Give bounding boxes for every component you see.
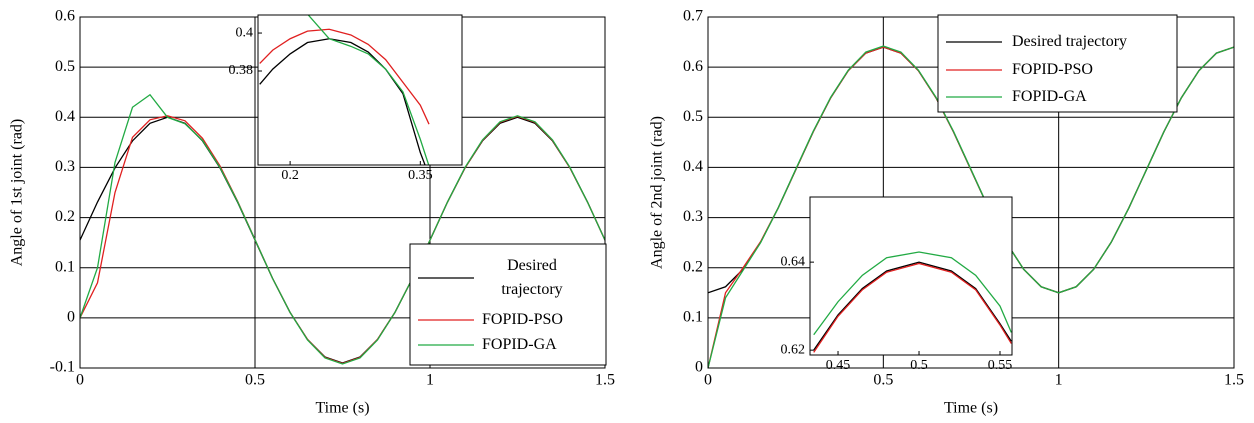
legend-label: FOPID-PSO xyxy=(1012,61,1093,78)
x-tick-label: 1.5 xyxy=(1224,372,1244,389)
plot-frame xyxy=(809,196,1013,356)
series-line xyxy=(259,38,426,165)
x-axis-label: Time (s) xyxy=(944,400,998,417)
legend-label: Desired trajectory xyxy=(501,257,563,298)
x-tick-label: 0 xyxy=(76,372,84,389)
series-line xyxy=(813,261,1012,351)
legend-entry: FOPID-PSO xyxy=(1012,61,1093,78)
x-axis-label: Time (s) xyxy=(315,400,369,417)
y-tick-label: 0.4 xyxy=(683,158,703,175)
series-line xyxy=(813,251,1012,336)
y-axis-label: Angle of 2nd joint (rad) xyxy=(649,116,666,269)
legend-label: FOPID-GA xyxy=(482,336,557,353)
y-tick-label: 0 xyxy=(695,359,703,376)
x-tick-label: 0.45 xyxy=(826,358,851,373)
y-tick-label: 0.64 xyxy=(781,254,806,269)
x-tick-label: 0.5 xyxy=(245,372,265,389)
x-tick-label: 0 xyxy=(704,372,712,389)
legend-label: Desired trajectory xyxy=(1012,33,1128,50)
y-tick-label: 0.3 xyxy=(55,158,75,175)
x-tick-label: 1 xyxy=(1055,372,1063,389)
y-tick-label: 0.3 xyxy=(683,208,703,225)
series-line xyxy=(813,262,1012,353)
legend-entry: FOPID-GA xyxy=(482,336,557,353)
legend-entry: Desired trajectory xyxy=(1012,33,1128,50)
series-line xyxy=(80,93,605,365)
plot-frame xyxy=(257,14,463,166)
x-tick-label: 0.55 xyxy=(988,358,1013,373)
y-tick-label: 0.38 xyxy=(229,63,254,78)
legend-entry: FOPID-PSO xyxy=(482,311,563,328)
y-tick-label: 0.6 xyxy=(55,8,75,25)
y-tick-label: 0.6 xyxy=(683,58,703,75)
y-tick-label: 0.4 xyxy=(236,25,254,40)
legend-box xyxy=(937,14,1178,113)
y-tick-label: 0.5 xyxy=(55,58,75,75)
y-tick-label: 0.1 xyxy=(683,309,703,326)
series-line xyxy=(307,15,430,165)
y-tick-label: 0.62 xyxy=(781,342,806,357)
y-axis-label: Angle of 1st joint (rad) xyxy=(9,119,26,267)
x-tick-label: 0.5 xyxy=(910,358,928,373)
y-tick-label: 0.2 xyxy=(55,208,75,225)
x-tick-label: 0.5 xyxy=(873,372,893,389)
y-tick-label: 0.1 xyxy=(55,258,75,275)
x-tick-label: 1 xyxy=(426,372,434,389)
plot-background xyxy=(258,15,462,165)
x-tick-label: 0.35 xyxy=(408,168,433,183)
x-tick-label: 0.2 xyxy=(281,168,299,183)
legend-entry: Desired trajectory xyxy=(501,257,563,298)
y-tick-label: 0.5 xyxy=(683,108,703,125)
y-tick-label: -0.1 xyxy=(50,359,75,376)
y-tick-label: 0 xyxy=(67,309,75,326)
series-line xyxy=(259,28,430,125)
x-tick-label: 1.5 xyxy=(595,372,615,389)
y-tick-label: 0.4 xyxy=(55,108,75,125)
y-tick-label: 0.2 xyxy=(683,258,703,275)
y-tick-label: 0.7 xyxy=(683,8,703,25)
legend-label: FOPID-GA xyxy=(1012,88,1087,105)
plot-background xyxy=(810,197,1012,355)
legend-label: FOPID-PSO xyxy=(482,311,563,328)
series-line xyxy=(708,45,1234,368)
legend-entry: FOPID-GA xyxy=(1012,88,1087,105)
